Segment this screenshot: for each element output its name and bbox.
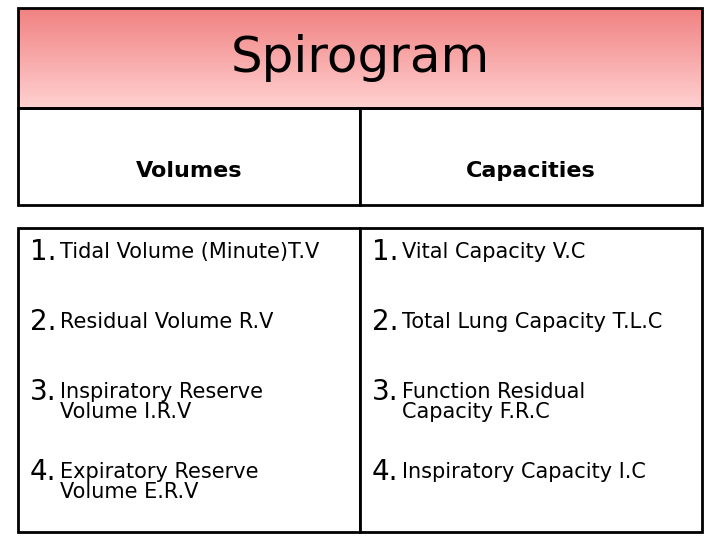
Text: Capacity F.R.C: Capacity F.R.C: [402, 402, 550, 422]
Text: 3.: 3.: [372, 378, 399, 406]
FancyBboxPatch shape: [18, 108, 360, 205]
Text: 4.: 4.: [372, 458, 398, 486]
Text: Volume E.R.V: Volume E.R.V: [60, 482, 199, 502]
Text: Capacities: Capacities: [466, 161, 596, 181]
FancyBboxPatch shape: [18, 228, 360, 532]
Text: 2.: 2.: [30, 308, 56, 336]
Text: Inspiratory Capacity I.C: Inspiratory Capacity I.C: [402, 462, 646, 482]
FancyBboxPatch shape: [360, 108, 702, 205]
Text: Residual Volume R.V: Residual Volume R.V: [60, 312, 274, 332]
Text: 1.: 1.: [30, 238, 56, 266]
Text: Volume I.R.V: Volume I.R.V: [60, 402, 192, 422]
Text: 4.: 4.: [30, 458, 56, 486]
Text: Total Lung Capacity T.L.C: Total Lung Capacity T.L.C: [402, 312, 662, 332]
Text: 1.: 1.: [372, 238, 398, 266]
Text: Tidal Volume (Minute)T.V: Tidal Volume (Minute)T.V: [60, 242, 319, 262]
Text: Volumes: Volumes: [136, 161, 242, 181]
Text: Vital Capacity V.C: Vital Capacity V.C: [402, 242, 585, 262]
Text: Function Residual: Function Residual: [402, 382, 585, 402]
Text: Spirogram: Spirogram: [230, 34, 490, 82]
FancyBboxPatch shape: [360, 228, 702, 532]
Text: Inspiratory Reserve: Inspiratory Reserve: [60, 382, 263, 402]
Text: 2.: 2.: [372, 308, 398, 336]
Text: 3.: 3.: [30, 378, 57, 406]
Text: Expiratory Reserve: Expiratory Reserve: [60, 462, 258, 482]
